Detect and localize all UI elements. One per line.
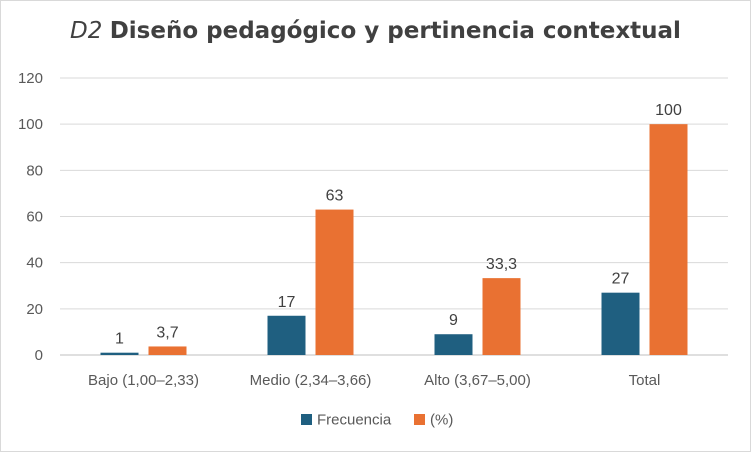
bar-frecuencia [100, 352, 139, 355]
x-axis-categories: Bajo (1,00–2,33) Medio (2,34–3,66) Alto (3… [88, 372, 660, 389]
y-tick-label: 80 [26, 162, 43, 179]
data-label: 100 [655, 102, 682, 119]
data-label: 63 [326, 188, 344, 205]
data-label: 27 [612, 271, 630, 288]
y-tick-label: 100 [18, 116, 43, 133]
legend: Frecuencia (%) [301, 412, 453, 429]
y-tick-label: 120 [18, 70, 43, 87]
legend-swatch [301, 414, 312, 425]
bar-porcentaje [482, 278, 521, 355]
legend-label: Frecuencia [317, 412, 392, 429]
data-label: 17 [278, 294, 296, 311]
data-label: 33,3 [486, 256, 517, 273]
y-axis-ticks: 0 20 40 60 80 100 120 [18, 70, 43, 364]
bar-frecuencia [601, 292, 640, 355]
data-label: 3,7 [156, 324, 178, 341]
chart-title: D2 Diseño pedagógico y pertinencia conte… [0, 18, 751, 44]
bar-frecuencia [434, 334, 473, 355]
legend-label: (%) [430, 412, 453, 429]
legend-swatch [414, 414, 425, 425]
x-category-label: Medio (2,34–3,66) [250, 372, 372, 389]
bar-frecuencia [267, 315, 306, 355]
bar-porcentaje [315, 209, 354, 355]
y-tick-label: 0 [35, 347, 43, 364]
y-tick-label: 20 [26, 301, 43, 318]
bar-porcentaje [649, 124, 688, 356]
y-tick-label: 40 [26, 255, 43, 272]
x-category-label: Bajo (1,00–2,33) [88, 372, 199, 389]
data-label: 1 [115, 331, 124, 348]
data-label: 9 [449, 312, 458, 329]
data-labels: 1 3,7 17 63 9 33,3 27 100 [115, 102, 682, 348]
chart-title-main: Diseño pedagógico y pertinencia contextu… [109, 18, 681, 44]
x-category-label: Alto (3,67–5,00) [424, 372, 531, 389]
x-category-label: Total [629, 372, 661, 389]
y-tick-label: 60 [26, 209, 43, 226]
bar-porcentaje [148, 346, 187, 355]
chart-title-prefix: D2 [70, 18, 103, 44]
bars [100, 124, 688, 356]
